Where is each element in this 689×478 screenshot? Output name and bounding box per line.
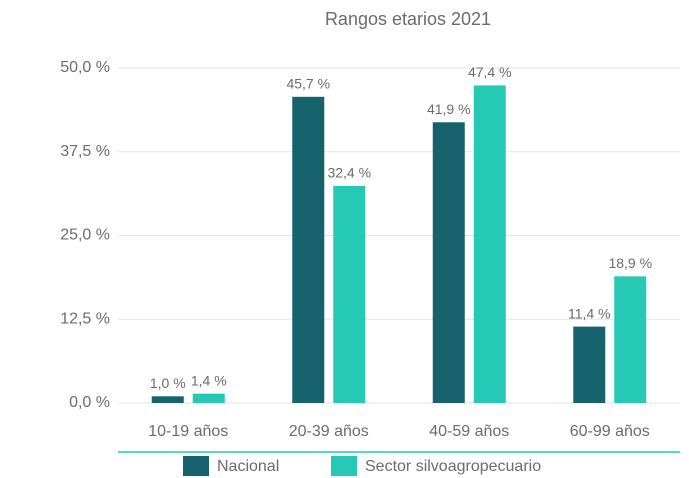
y-tick-label: 25,0 % [60, 227, 110, 244]
y-tick-label: 37,5 % [60, 143, 110, 160]
value-label: 1,4 % [191, 372, 227, 388]
bar [614, 276, 647, 403]
chart-title: Rangos etarios 2021 [325, 9, 491, 29]
legend-label: Sector silvoagropecuario [365, 458, 541, 475]
y-tick-label: 0,0 % [69, 394, 110, 411]
x-tick-label: 40-59 años [429, 423, 509, 440]
value-label: 47,4 % [468, 64, 512, 80]
legend-swatch [331, 456, 357, 476]
bar [573, 326, 606, 403]
value-label: 18,9 % [608, 255, 652, 271]
value-label: 45,7 % [286, 76, 330, 92]
x-tick-label: 20-39 años [289, 423, 369, 440]
x-tick-label: 60-99 años [570, 423, 650, 440]
value-label: 11,4 % [568, 305, 611, 321]
legend-swatch [183, 456, 209, 476]
bar [432, 122, 465, 404]
bar [151, 396, 184, 403]
y-tick-label: 50,0 % [60, 59, 110, 76]
x-tick-label: 10-19 años [148, 423, 228, 440]
value-label: 41,9 % [427, 101, 471, 117]
bar [192, 393, 225, 403]
bar [292, 96, 325, 403]
bar [333, 185, 366, 403]
y-tick-label: 12,5 % [60, 310, 110, 327]
value-label: 1,0 % [150, 375, 186, 391]
value-label: 32,4 % [327, 165, 371, 181]
legend-label: Nacional [217, 458, 279, 475]
bar [473, 85, 506, 404]
